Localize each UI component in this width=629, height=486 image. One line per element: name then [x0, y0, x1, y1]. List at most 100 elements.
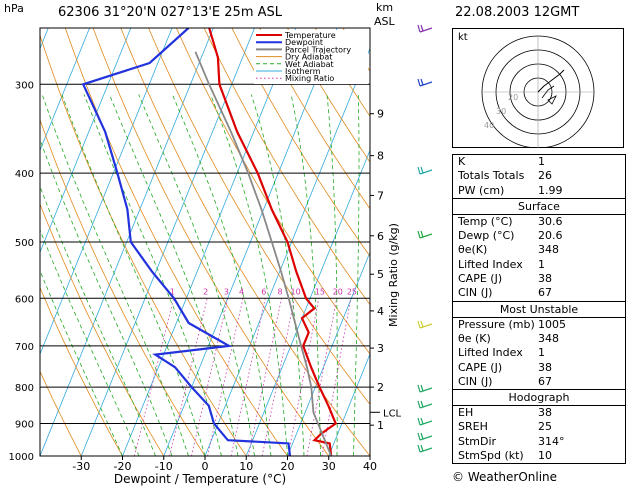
lcl-label: LCL: [383, 408, 402, 419]
x-tick-label: 0: [202, 460, 209, 473]
x-tick-label: -20: [114, 460, 132, 473]
mixing-ratio-line: [306, 298, 338, 456]
pressure-tick-label: 800: [15, 383, 34, 394]
pressure-tick-label: 600: [15, 294, 34, 305]
isotherm-line: [0, 28, 7, 456]
dry-adiabat-line: [203, 28, 370, 306]
dry-adiabat-line: [148, 28, 370, 406]
km-label: km: [376, 1, 394, 14]
index-row: PW (cm) 1.99: [453, 184, 625, 198]
surface-key: θe(K): [458, 243, 488, 257]
km-tick-label: 3: [377, 342, 384, 355]
hodo-trace: [537, 69, 565, 93]
surface-key: CIN (J): [458, 286, 493, 300]
wet-adiabat-line: [138, 94, 255, 456]
pressure-tick-label: 300: [15, 80, 34, 91]
most-unstable-title: Most Unstable: [453, 302, 625, 318]
km-tick-label: 2: [377, 381, 384, 394]
index-key: Totals Totals: [458, 169, 525, 183]
hodo-ring-label-40: 40: [484, 121, 494, 130]
mixing-ratio-line: [191, 298, 229, 456]
mixing-ratio-label: 10: [291, 287, 301, 296]
index-value: 1: [538, 155, 545, 168]
x-tick-label: -30: [72, 460, 90, 473]
legend-label: Isotherm: [285, 67, 321, 76]
mixing-ratio-label: 4: [239, 287, 244, 296]
wet-adiabat-line: [40, 269, 123, 456]
hodo-ring-label-20: 20: [508, 93, 518, 102]
wind-barb: [417, 320, 433, 329]
mixing-ratio-label: 6: [261, 287, 266, 296]
x-tick-label: 40: [363, 460, 377, 473]
km-tick-label: 5: [377, 268, 384, 281]
most-unstable-value: 67: [538, 374, 552, 388]
km-tick-label: 4: [377, 305, 384, 318]
mixing-ratio-label: 20: [333, 287, 343, 296]
wet-adiabat-line: [172, 94, 272, 456]
wet-adiabat-line: [40, 228, 140, 456]
wind-barb: [417, 78, 433, 87]
wind-barb: [417, 166, 433, 175]
wind-barb: [417, 384, 433, 393]
most-unstable-value: 1005: [538, 317, 566, 331]
most-unstable-key: CAPE (J): [458, 360, 503, 374]
dry-adiabat-line: [259, 28, 370, 210]
surface-row: CIN (J) 67: [453, 286, 625, 300]
km-tick-label: 6: [377, 230, 384, 243]
wind-barb: [417, 400, 433, 409]
mixing-ratio-line: [247, 298, 282, 456]
surface-key: Temp (°C): [458, 214, 513, 228]
x-axis-label: Dewpoint / Temperature (°C): [114, 472, 286, 486]
dry-adiabat-line: [40, 34, 247, 456]
wet-adiabat-line: [250, 94, 305, 456]
hodo-ring-label-30: 30: [496, 107, 506, 116]
surface-row: θe(K) 348: [453, 243, 625, 257]
station-title: 62306 31°20'N 027°13'E 25m ASL: [58, 5, 283, 20]
surface-row: Temp (°C) 30.6: [453, 215, 625, 229]
surface-value: 30.6: [538, 214, 563, 228]
index-value: 1.99: [538, 183, 563, 197]
parcel-trajectory-line: [194, 51, 333, 456]
pressure-tick-label: 1000: [9, 452, 34, 463]
most-unstable-key: Lifted Index: [458, 346, 523, 360]
most-unstable-row: Lifted Index 1: [453, 346, 625, 360]
wind-barb: [417, 417, 433, 426]
surface-key: CAPE (J): [458, 272, 503, 286]
most-unstable-key: Pressure (mb): [458, 317, 535, 331]
most-unstable-value: 38: [538, 360, 552, 374]
mixing-ratio-line: [207, 298, 244, 456]
hodograph-value: 38: [538, 406, 552, 420]
wet-adiabat-line: [290, 94, 321, 456]
mixing-ratio-label: 15: [315, 287, 325, 296]
dry-adiabat-line: [40, 370, 82, 456]
hodograph-key: SREH: [458, 420, 488, 434]
mixing-ratio-line: [287, 298, 320, 456]
surface-row: Dewp (°C) 20.6: [453, 229, 625, 243]
surface-key: Dewp (°C): [458, 229, 515, 243]
x-tick-label: 30: [322, 460, 336, 473]
dry-adiabat-line: [92, 28, 330, 456]
most-unstable-value: 348: [538, 331, 559, 345]
km-tick-label: 1: [377, 419, 384, 432]
legend-label: Dry Adiabat: [285, 53, 332, 62]
x-tick-label: -10: [155, 460, 173, 473]
index-row: Totals Totals 26: [453, 169, 625, 183]
wet-adiabat-line: [210, 94, 288, 456]
mixing-ratio-label: 3: [224, 287, 229, 296]
copyright: © WeatherOnline: [452, 470, 558, 484]
most-unstable-row: Pressure (mb) 1005: [453, 318, 625, 332]
hodograph-key: StmSpd (kt): [458, 449, 524, 463]
dry-adiabat-line: [287, 28, 370, 163]
legend-label: Wet Adiabat: [285, 60, 334, 69]
legend-label: Parcel Trajectory: [285, 45, 351, 54]
km-tick-label: 7: [377, 189, 384, 202]
hodograph-row: SREH 25: [453, 420, 625, 434]
hodograph-value: 25: [538, 420, 552, 434]
wet-adiabat-line: [326, 94, 338, 456]
hodograph-key: EH: [458, 406, 474, 420]
wet-adiabat-line: [109, 94, 239, 456]
surface-value: 38: [538, 272, 552, 286]
hodograph-row: EH 38: [453, 406, 625, 420]
index-key: K: [458, 155, 466, 168]
hodograph-value: 314°: [538, 434, 565, 448]
